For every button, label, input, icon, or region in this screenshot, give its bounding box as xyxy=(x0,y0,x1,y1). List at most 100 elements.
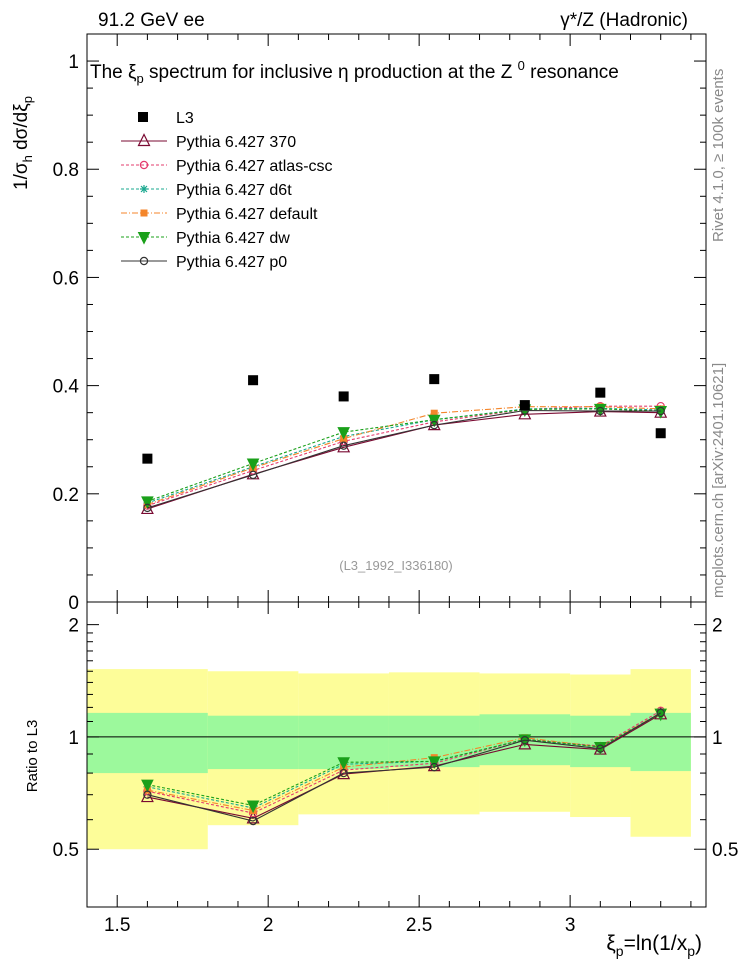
series-point xyxy=(656,406,665,416)
legend-label: Pythia 6.427 default xyxy=(176,206,318,223)
ratio-point xyxy=(656,708,665,718)
series-point xyxy=(430,420,439,430)
ratio-point xyxy=(140,789,154,803)
y-label-a-sub: h xyxy=(20,155,35,162)
chart-title: The ξp spectrum for inclusive η producti… xyxy=(90,58,619,86)
data-point xyxy=(248,375,259,386)
series-point xyxy=(141,496,154,510)
y-tick-label: 0 xyxy=(68,593,79,614)
series-group-3 xyxy=(143,403,665,509)
legend-marker xyxy=(137,133,151,147)
ratio-point xyxy=(339,768,348,778)
legend: L3 Pythia 6.427 370 Pythia 6.427 atlas-csc… xyxy=(121,110,333,271)
x-label-c: ) xyxy=(695,932,702,955)
x-tick-label: 1.5 xyxy=(104,915,130,936)
ratio-axis-label: Ratio to L3 xyxy=(24,720,41,793)
series-point xyxy=(248,470,258,480)
y-tick-label: 0.8 xyxy=(53,160,79,181)
legend-marker xyxy=(140,185,148,193)
data-point xyxy=(655,428,666,439)
series-line xyxy=(147,408,661,502)
data-point xyxy=(519,400,530,411)
mcplots-label: mcplots.cern.ch [arXiv:2401.10621] xyxy=(710,363,727,598)
ratio-tick-label: 1 xyxy=(68,728,79,749)
ratio-panel: 0.5 0.5 1 1 2 2 1.5 2 2.5 3 Ratio to L3 xyxy=(24,601,738,936)
main-panel: 00.20.40.60.81 The ξp spectrum for inclu… xyxy=(11,33,707,614)
header-energy: 91.2 GeV ee xyxy=(98,10,205,31)
series-point xyxy=(430,409,438,417)
ratio-point xyxy=(246,810,260,824)
header-process: γ*/Z (Hadronic) xyxy=(560,10,688,31)
inner-band xyxy=(207,715,299,770)
ratio-point xyxy=(143,790,152,799)
y-tick-label: 0.4 xyxy=(53,377,80,398)
data-point xyxy=(142,453,153,464)
legend-label: Pythia 6.427 d6t xyxy=(176,182,292,199)
y-tick-label: 0.6 xyxy=(53,268,79,289)
series-point xyxy=(143,503,152,513)
ratio-line xyxy=(147,712,661,822)
ratio-tick-label: 2 xyxy=(68,616,79,637)
y-axis-label: 1/σh dσ/dξp xyxy=(11,96,35,190)
analysis-watermark: (L3_1992_I336180) xyxy=(339,558,453,573)
x-label-b: =ln(1/x xyxy=(624,932,688,955)
chart-title-xi-sub: p xyxy=(137,71,144,86)
ratio-tick-label-right: 2 xyxy=(712,616,723,637)
series-group-4 xyxy=(141,403,668,510)
series-line xyxy=(147,409,661,509)
ratio-point xyxy=(246,800,260,814)
chart-title-prefix: The ξ xyxy=(90,62,137,83)
chart-title-suffix: resonance xyxy=(525,62,619,83)
x-axis-label: ξp=ln(1/xp) xyxy=(606,932,702,959)
y-tick-label: 1 xyxy=(68,52,79,73)
series-group-1 xyxy=(143,401,665,510)
data-point xyxy=(429,374,440,385)
series-point xyxy=(427,414,441,428)
ratio-series-group-5 xyxy=(143,708,665,826)
legend-label: Pythia 6.427 dw xyxy=(176,230,290,247)
y-tick-label: 0.2 xyxy=(53,485,79,506)
y-label-b-sub: p xyxy=(20,96,35,103)
series-line xyxy=(147,407,661,504)
ratio-point xyxy=(518,736,532,750)
y-label-b: dσ/dξ xyxy=(11,103,32,155)
rivet-label: Rivet 4.1.0, ≥ 100k events xyxy=(710,69,727,242)
ratio-point xyxy=(430,762,439,772)
x-tick-label: 2 xyxy=(263,915,274,936)
series-point xyxy=(337,427,350,440)
series-point xyxy=(246,458,260,472)
ratio-tick-label: 0.5 xyxy=(53,840,79,861)
series-line xyxy=(147,406,661,506)
x-tick-label: 2.5 xyxy=(406,915,432,936)
series-point xyxy=(596,406,605,416)
ratio-point xyxy=(596,744,605,753)
legend-marker xyxy=(137,232,151,245)
legend-label: Pythia 6.427 atlas-csc xyxy=(176,158,333,175)
chart-title-sup: 0 xyxy=(518,58,525,73)
series-point xyxy=(594,403,607,417)
legend-label: Pythia 6.427 370 xyxy=(176,134,296,151)
ratio-point xyxy=(337,757,350,770)
legend-marker xyxy=(139,256,149,266)
inner-band xyxy=(630,712,691,772)
chart-title-middle: spectrum for inclusive η production at t… xyxy=(144,62,518,83)
legend-label: Pythia 6.427 p0 xyxy=(176,254,287,271)
legend-marker xyxy=(139,160,149,170)
ratio-point xyxy=(248,816,258,826)
ratio-frame xyxy=(86,601,707,908)
ratio-point xyxy=(520,736,530,745)
series-group-5 xyxy=(143,406,665,513)
y-label-a: 1/σ xyxy=(11,162,32,190)
ratio-point xyxy=(141,779,154,793)
inner-band xyxy=(87,712,208,774)
legend-label-data: L3 xyxy=(176,110,194,127)
ratio-point xyxy=(427,756,441,769)
series-point xyxy=(339,441,348,450)
x-label-a: ξ xyxy=(606,932,615,955)
legend-marker-data xyxy=(138,112,148,122)
ratio-tick-label-right: 1 xyxy=(712,728,723,749)
ratio-tick-label-right: 0.5 xyxy=(712,840,738,861)
data-point xyxy=(595,387,606,398)
inner-band xyxy=(570,715,631,768)
